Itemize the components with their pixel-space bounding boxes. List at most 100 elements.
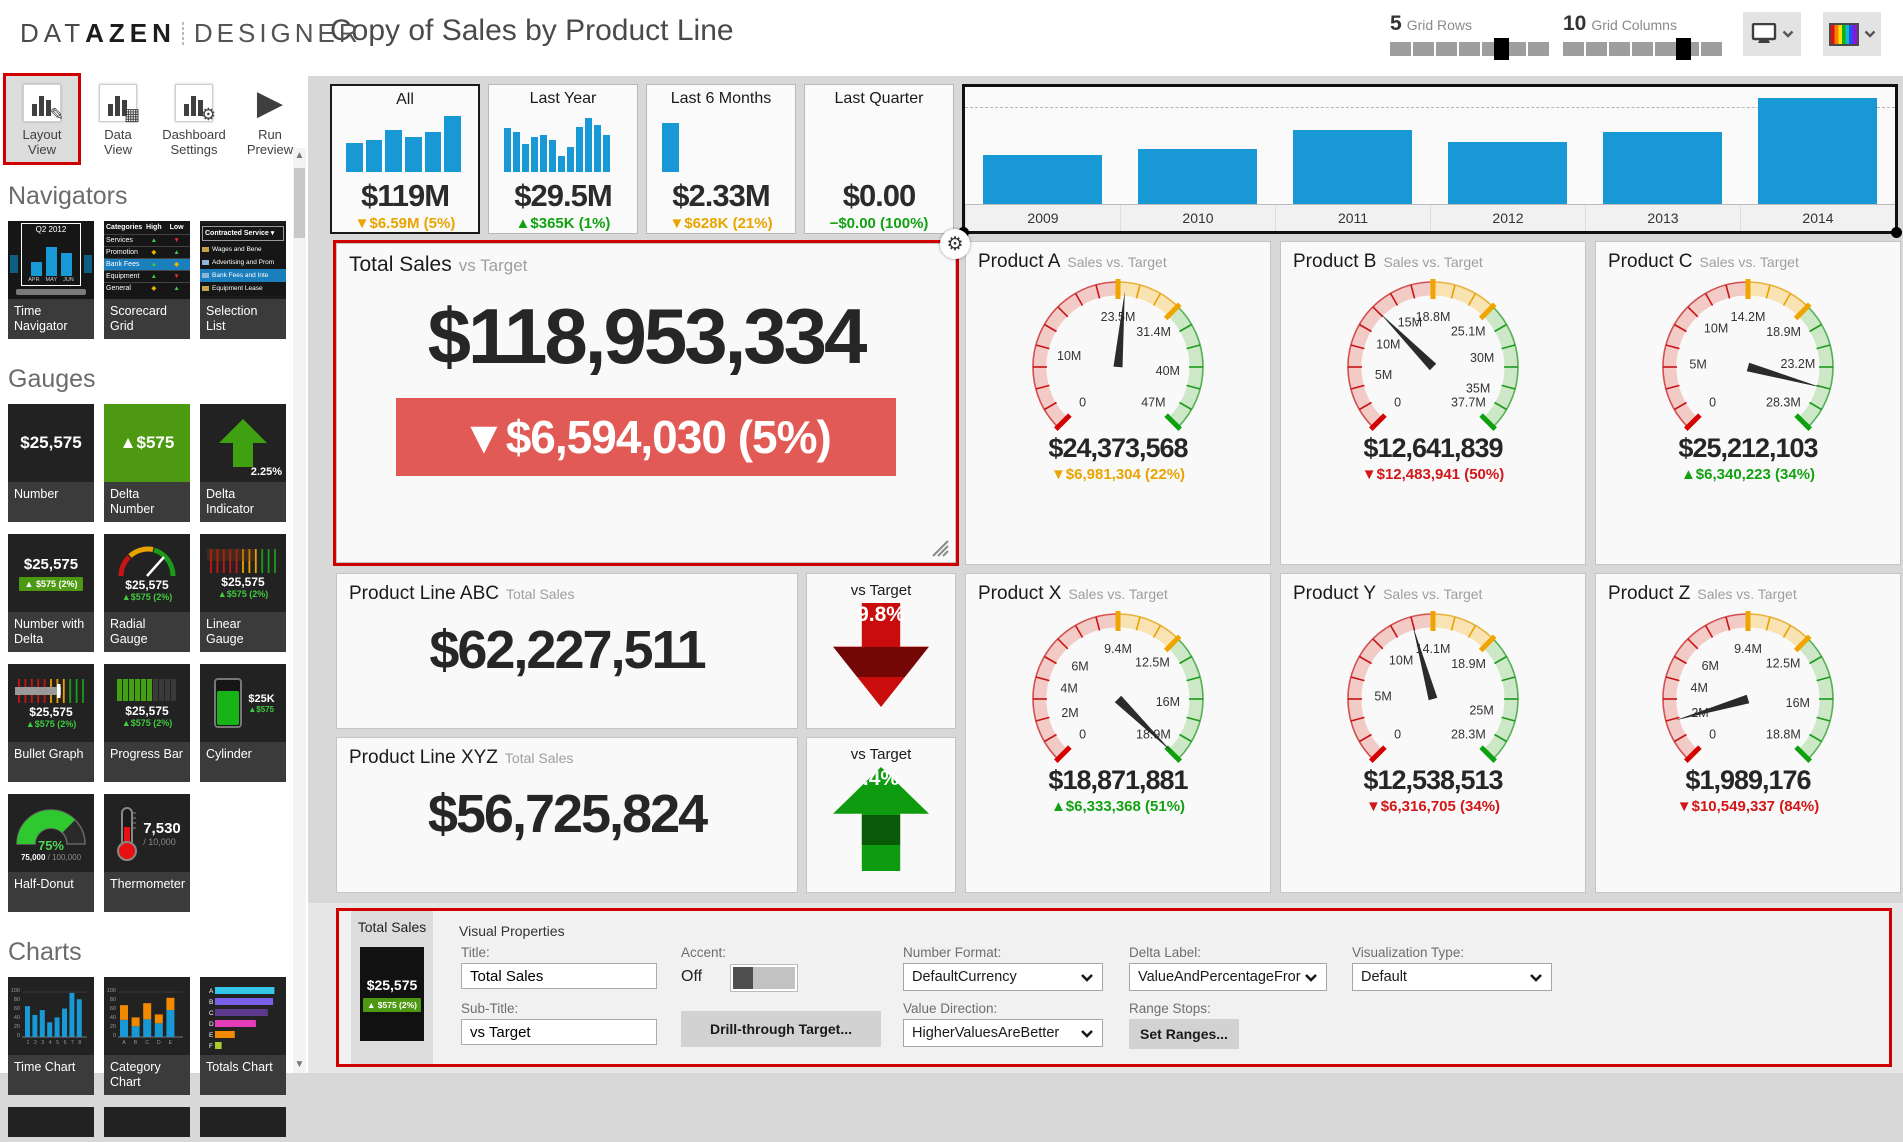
svg-text:4M: 4M	[1691, 681, 1708, 695]
display-mode-button[interactable]	[1743, 12, 1801, 56]
delta-label-select[interactable]: ValueAndPercentageFror	[1129, 963, 1327, 991]
sidebar-item-delta-indicator[interactable]: 2.25% Delta Indicator	[200, 404, 286, 522]
sidebar-item-cylinder[interactable]: $25K ▲$575 Cylinder	[200, 664, 286, 782]
tile-title: vs Target	[850, 582, 912, 599]
sidebar-item-partial[interactable]	[200, 1107, 286, 1137]
selection-handle-right[interactable]	[1891, 227, 1902, 238]
title-input[interactable]	[461, 963, 657, 989]
drill-through-target-button[interactable]: Drill-through Target...	[681, 1011, 881, 1047]
grid-columns-slider[interactable]	[1563, 38, 1723, 60]
tile-product-c[interactable]: Product C Sales vs. Target 0 5M 10M 14.2M 18.…	[1595, 241, 1901, 565]
tile-product-x[interactable]: Product X Sales vs. Target 0 2M 4M 6M 9.4M 12.…	[965, 573, 1271, 893]
svg-text:18.8M: 18.8M	[1416, 310, 1451, 324]
gridline	[965, 107, 1895, 108]
year-bar-2009[interactable]	[983, 155, 1102, 204]
time-tiles-strip: All $119M ▼$6.59M (5%) Last Year $29.5M …	[330, 84, 962, 234]
toolbar-button-layout-view[interactable]: ✎ Layout View	[3, 73, 81, 165]
svg-text:14.1M: 14.1M	[1416, 642, 1451, 656]
visualization-type-value: Default	[1361, 969, 1407, 985]
gauge-delta: ▼$6,316,705 (34%)	[1365, 798, 1501, 815]
set-ranges-button[interactable]: Set Ranges...	[1129, 1019, 1239, 1049]
number-format-select[interactable]: DefaultCurrency	[903, 963, 1103, 991]
year-bar-2012[interactable]	[1448, 142, 1567, 204]
svg-text:10M: 10M	[1057, 349, 1081, 363]
tile-product-line-abc[interactable]: Product Line ABC Total Sales $62,227,511	[336, 573, 798, 729]
svg-text:16M: 16M	[1786, 696, 1810, 710]
tile-product-y[interactable]: Product Y Sales vs. Target 0 5M 10M 14.1M 18.…	[1280, 573, 1586, 893]
accent-state: Off	[681, 968, 703, 985]
sidebar-item-selection-list[interactable]: Contracted Service ▾ Wages and Bene Adve…	[200, 221, 286, 339]
sidebar-item-time-navigator[interactable]: Q2 2012 APR MAY JUN Time Navigator	[8, 221, 94, 339]
year-bar-2014[interactable]	[1758, 98, 1877, 204]
sidebar-item-radial-gauge[interactable]: $25,575 ▲$575 (2%) Radial Gauge	[104, 534, 190, 652]
toolbar-button-dashboard-settings[interactable]: ⚙ Dashboard Settings	[158, 76, 230, 162]
sidebar-item-category-chart[interactable]: 100 80 60 40 20 0 A B C D E Category Chart	[104, 977, 190, 1095]
year-bar-2011[interactable]	[1293, 130, 1412, 204]
time-tile-last-year[interactable]: Last Year $29.5M ▲$365K (1%)	[488, 84, 638, 234]
scrollbar-thumb[interactable]	[294, 168, 305, 238]
year-bar-2013[interactable]	[1603, 132, 1722, 204]
grid-rows-value: 5	[1390, 12, 1402, 35]
sidebar-item-number-with-delta[interactable]: $25,575 ▲ $575 (2%) Number with Delta	[8, 534, 94, 652]
gear-icon[interactable]: ⚙	[940, 229, 970, 259]
sidebar-item-partial[interactable]	[104, 1107, 190, 1137]
tile-product-line-xyz[interactable]: Product Line XYZ Total Sales $56,725,824	[336, 737, 798, 893]
svg-text:12.5M: 12.5M	[1766, 656, 1801, 670]
svg-text:20: 20	[110, 1024, 116, 1030]
gauge-value: $12,538,513	[1363, 765, 1503, 795]
tile-abc-vs-target[interactable]: vs Target 9.8%	[806, 573, 956, 729]
sidebar-item-progress-bar[interactable]: $25,575 ▲$575 (2%) Progress Bar	[104, 664, 190, 782]
scroll-up-icon[interactable]: ▲	[294, 150, 305, 161]
tile-subtitle: Total Sales	[505, 586, 575, 602]
sidebar-item-label: Bullet Graph	[8, 742, 94, 782]
toolbar-button-data-view[interactable]: ▦ Data View	[82, 76, 154, 162]
time-tile-last-6-months[interactable]: Last 6 Months $2.33M ▼$628K (21%)	[646, 84, 796, 234]
logo-designer: DESIGNER	[193, 18, 362, 48]
svg-text:E: E	[209, 1032, 214, 1039]
scroll-down-icon[interactable]: ▼	[294, 1059, 305, 1070]
subtitle-input[interactable]	[461, 1019, 657, 1045]
resize-handle-icon[interactable]	[929, 537, 949, 557]
grid-columns-slider-handle[interactable]	[1676, 38, 1691, 60]
sidebar-item-bullet-graph[interactable]: $25,575 ▲$575 (2%) Bullet Graph	[8, 664, 94, 782]
product-line-abc-value: $62,227,511	[429, 620, 706, 680]
sidebar-item-number[interactable]: $25,575 Number	[8, 404, 94, 522]
gauge-value: $25,212,103	[1678, 433, 1818, 463]
toolbar-button-label: Dashboard Settings	[162, 127, 226, 157]
tile-title: Product Line XYZ	[349, 747, 498, 768]
value-direction-select[interactable]: HigherValuesAreBetter	[903, 1019, 1103, 1047]
tab-total-sales[interactable]: Total Sales $25,575 ▲ $575 (2%)	[351, 911, 433, 1064]
svg-text:0: 0	[1079, 727, 1086, 741]
sidebar-item-half-donut[interactable]: 75% 75,000 / 100,000 Half-Donut	[8, 794, 94, 912]
sidebar-item-scorecard-grid[interactable]: Categories High Low Services ▲ ▼ Promotion ◆ ▲…	[104, 221, 190, 339]
tile-total-sales[interactable]: Total Sales vs Target $118,953,334 ▼$6,59…	[333, 229, 970, 566]
sidebar-item-linear-gauge[interactable]: $25,575 ▲$575 (2%) Linear Gauge	[200, 534, 286, 652]
time-tile-all[interactable]: All $119M ▼$6.59M (5%)	[330, 84, 480, 234]
sidebar-item-thermometer[interactable]: 7,530/ 10,000 Thermometer	[104, 794, 190, 912]
section-grid-navigators: Q2 2012 APR MAY JUN Time Navigator Categor…	[8, 221, 290, 351]
svg-text:1: 1	[27, 1040, 30, 1046]
grid-rows-slider-handle[interactable]	[1494, 38, 1509, 60]
year-label: 2010	[1120, 205, 1275, 231]
sidebar-item-delta-number[interactable]: ▲$575 Delta Number	[104, 404, 190, 522]
svg-text:C: C	[209, 1010, 214, 1017]
year-range-navigator[interactable]: 2009 2010 2011 2012 2013 2014	[958, 84, 1902, 238]
sidebar-item-partial[interactable]	[8, 1107, 94, 1137]
tile-product-b[interactable]: Product B Sales vs. Target 0 5M 10M 15M 18.8M…	[1280, 241, 1586, 565]
svg-text:3: 3	[41, 1040, 44, 1046]
toolbar-button-run-preview[interactable]: ▶ Run Preview	[234, 76, 306, 162]
time-tile-last-quarter[interactable]: Last Quarter $0.00 −$0.00 (100%)	[804, 84, 954, 234]
tile-xyz-vs-target[interactable]: vs Target .4%	[806, 737, 956, 893]
accent-toggle[interactable]	[730, 964, 798, 992]
visualization-type-select[interactable]: Default	[1352, 963, 1552, 991]
sidebar-scrollbar[interactable]: ▲ ▼	[293, 148, 306, 1073]
grid-rows-slider[interactable]	[1390, 38, 1550, 60]
svg-text:28.3M: 28.3M	[1451, 727, 1486, 741]
tile-product-a[interactable]: Product A Sales vs. Target 0 10M 23.5M 31.4M…	[965, 241, 1271, 565]
year-bar-2010[interactable]	[1138, 149, 1257, 204]
theme-palette-button[interactable]	[1823, 12, 1881, 56]
sidebar-item-time-chart[interactable]: 100 80 60 40 20 0 1 2 3 4 5 6 7 8 Time Chart	[8, 977, 94, 1095]
